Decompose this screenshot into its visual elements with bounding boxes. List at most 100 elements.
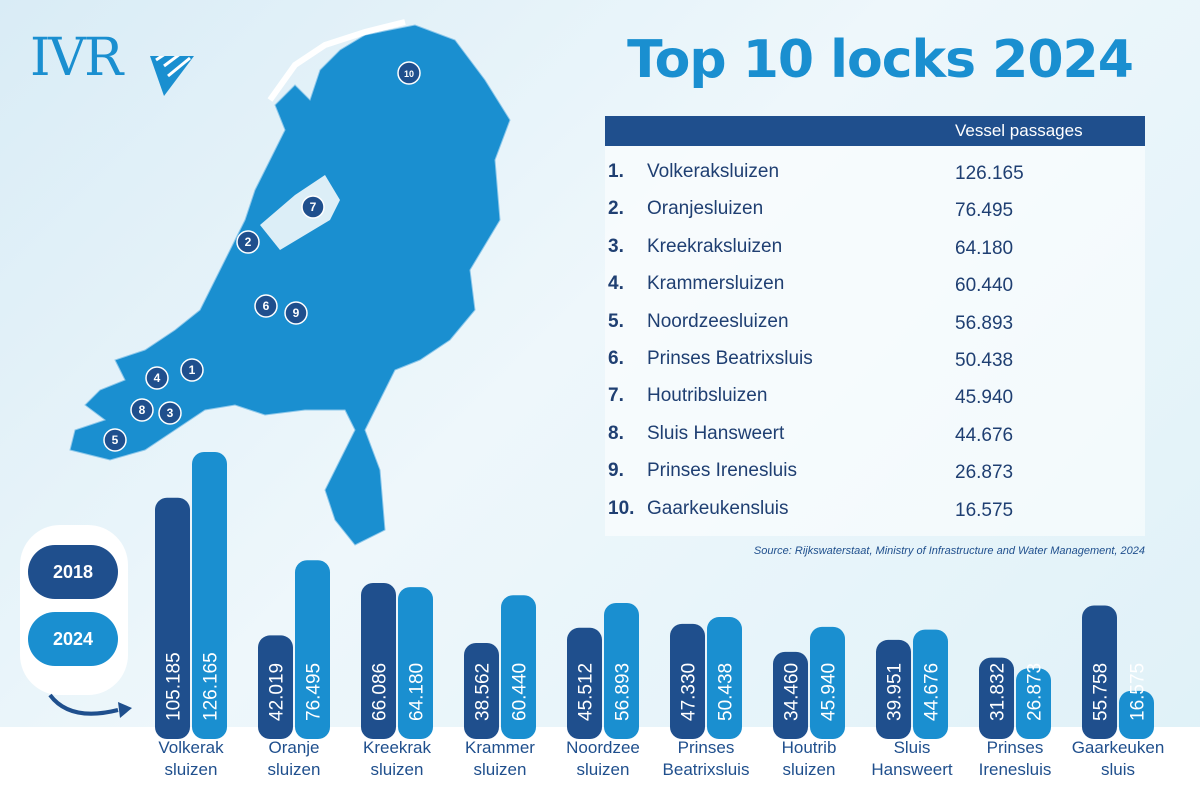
map-marker: 2 (236, 230, 260, 254)
table-row: 10. Gaarkeukensluis 16.575 (605, 491, 1145, 527)
svg-text:7: 7 (310, 200, 317, 214)
category-label: Oranje (268, 738, 319, 757)
bar-2018 (567, 627, 602, 739)
lock-name: Krammersluizen (647, 273, 785, 295)
bar-value-label: 42.019 (267, 663, 288, 721)
svg-text:6: 6 (263, 299, 270, 313)
category-label: sluizen (165, 760, 218, 779)
rank-label: 4. (608, 273, 624, 295)
rank-label: 10. (608, 497, 635, 519)
source-note: Source: Rijkswaterstaat, Ministry of Inf… (753, 545, 1145, 557)
rank-label: 6. (608, 348, 624, 369)
map-marker: 8 (130, 398, 154, 422)
map-marker: 6 (254, 294, 278, 318)
category-label: Sluis (894, 738, 931, 757)
bar-2024 (192, 452, 227, 739)
svg-text:9: 9 (293, 306, 300, 320)
svg-text:3: 3 (167, 406, 174, 420)
passage-value: 60.440 (955, 275, 1014, 297)
page-title: Top 10 locks 2024 (627, 30, 1134, 90)
category-label: sluizen (371, 760, 424, 779)
bar-2024 (1119, 690, 1154, 739)
category-label: sluizen (577, 760, 630, 779)
bar-2018 (773, 651, 808, 739)
rank-label: 1. (608, 161, 624, 182)
bar-value-label: 39.951 (885, 663, 906, 721)
rank-label: 5. (608, 310, 624, 332)
arrow-icon (48, 693, 132, 718)
svg-text:2: 2 (245, 235, 252, 249)
lock-name: Kreekraksluizen (647, 235, 783, 257)
bar-2024 (295, 560, 330, 739)
svg-text:4: 4 (154, 371, 161, 385)
lock-name: Gaarkeukensluis (647, 497, 789, 519)
bar-value-label: 31.832 (988, 663, 1009, 721)
rank-label: 9. (608, 460, 624, 482)
table-row: 7. Houtribsluizen 45.940 (605, 378, 1145, 414)
table-row: 8. Sluis Hansweert 44.676 (605, 416, 1145, 452)
passage-value: 56.893 (955, 312, 1014, 334)
map-markers: 1 2 3 4 5 6 7 8 9 10 (103, 61, 421, 452)
bar-value-label: 50.438 (716, 663, 737, 721)
bar-value-label: 105.185 (164, 652, 185, 721)
bar-2018 (361, 582, 396, 739)
ranking-table: Vessel passages 1. Volkeraksluizen 126.165… (605, 116, 1145, 536)
passage-value: 50.438 (955, 350, 1014, 371)
bar-2024 (913, 629, 948, 739)
map-ijsselmeer (260, 175, 340, 250)
bar-2024 (501, 595, 536, 739)
column-header-vessel-passages: Vessel passages (955, 121, 1083, 140)
lock-name: Noordzeesluizen (647, 310, 789, 332)
bar-2018 (979, 657, 1014, 739)
bar-2018 (670, 623, 705, 739)
svg-text:5: 5 (112, 433, 119, 447)
category-label: Irenesluis (979, 760, 1052, 779)
category-label: Gaarkeuken (1072, 738, 1165, 757)
category-label: Prinses (987, 738, 1044, 757)
bar-value-label: 26.873 (1025, 663, 1046, 721)
category-label: Hansweert (871, 760, 953, 779)
passage-value: 64.180 (955, 237, 1014, 259)
table-row: 5. Noordzeesluizen 56.893 (605, 304, 1145, 340)
table-row: 1. Volkeraksluizen 126.165 (605, 154, 1145, 190)
map-marker: 4 (145, 366, 169, 390)
lock-name: Oranjesluizen (647, 198, 764, 220)
bar-value-label: 38.562 (473, 663, 494, 721)
svg-text:10: 10 (404, 69, 414, 79)
bar-value-label: 16.575 (1128, 663, 1149, 721)
category-label: Kreekrak (363, 738, 432, 757)
rank-label: 3. (608, 235, 624, 257)
bar-value-label: 126.165 (201, 652, 222, 721)
legend-2024: 2024 (28, 612, 118, 666)
bar-value-label: 64.180 (407, 663, 428, 721)
bar-value-label: 66.086 (370, 663, 391, 721)
table-row: 6. Prinses Beatrixsluis 50.438 (605, 341, 1145, 377)
bar-value-label: 45.940 (819, 663, 840, 721)
bar-value-label: 60.440 (510, 663, 531, 721)
passage-value: 16.575 (955, 499, 1014, 521)
bar-2018 (1082, 605, 1117, 739)
table-row: 9. Prinses Irenesluis 26.873 (605, 453, 1145, 489)
category-label: Prinses (678, 738, 735, 757)
lock-name: Houtribsluizen (647, 385, 768, 407)
passage-value: 45.940 (955, 387, 1014, 409)
category-label: Noordzee (566, 738, 640, 757)
table-row: 4. Krammersluizen 60.440 (605, 266, 1145, 302)
map-marker: 1 (180, 358, 204, 382)
lock-name: Sluis Hansweert (647, 422, 785, 444)
category-label: Volkerak (158, 738, 224, 757)
bar-value-label: 45.512 (576, 663, 597, 721)
lock-name: Volkeraksluizen (647, 161, 780, 182)
bar-2018 (876, 639, 911, 739)
bar-value-label: 47.330 (679, 663, 700, 721)
svg-text:8: 8 (139, 403, 146, 417)
bar-2018 (155, 497, 190, 739)
lock-name: Prinses Irenesluis (647, 460, 797, 482)
bar-2024 (707, 617, 742, 739)
legend-2018: 2018 (28, 545, 118, 599)
map-marker: 3 (158, 401, 182, 425)
bar-2018 (464, 642, 499, 739)
netherlands-map: 1 2 3 4 5 6 7 8 9 10 (69, 19, 511, 546)
bar-value-label: 76.495 (304, 663, 325, 721)
bar-2024 (810, 626, 845, 739)
